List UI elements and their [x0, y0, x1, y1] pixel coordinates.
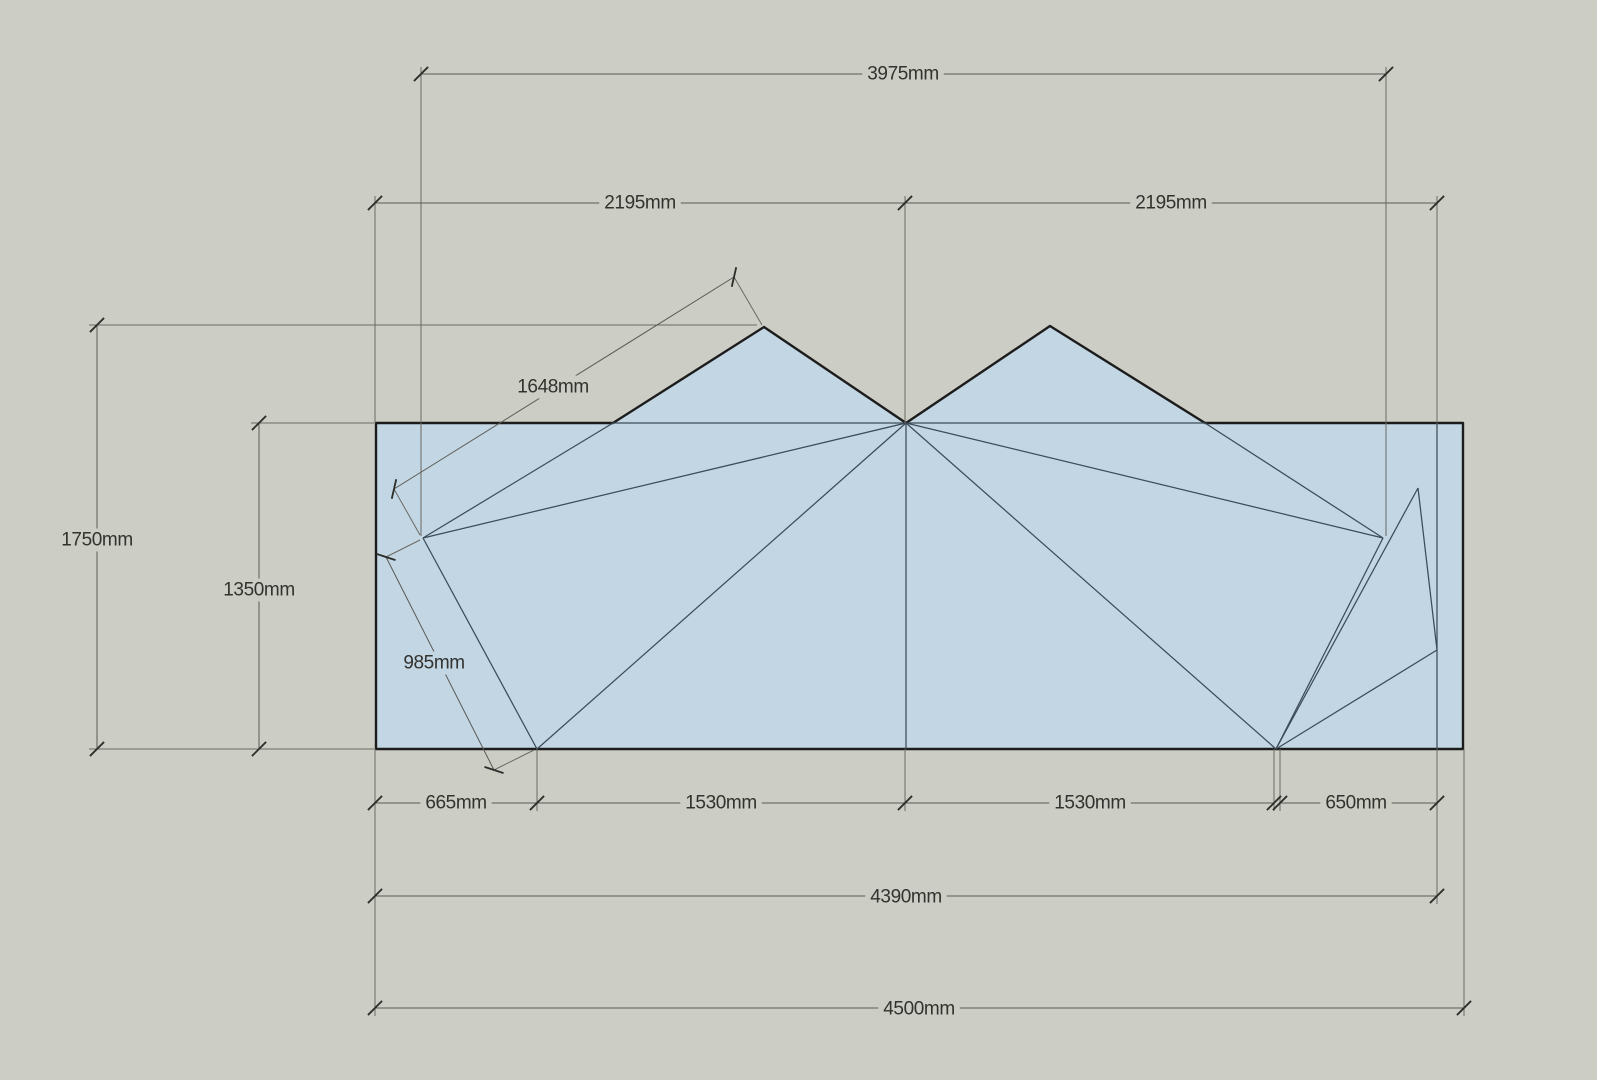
dimension-tick — [1456, 1000, 1472, 1016]
dim-label-985mm-6: 985mm — [403, 653, 464, 674]
dim-label-1648mm-3: 1648mm — [517, 377, 589, 398]
dimension-tick — [367, 195, 383, 211]
dimension-tick — [1378, 66, 1394, 82]
fold-line — [1275, 487, 1419, 750]
dim-label-3975mm-0: 3975mm — [867, 64, 939, 85]
dim-label-mask — [878, 997, 960, 1021]
dimension-tick — [367, 1000, 383, 1016]
extension-line — [393, 488, 421, 536]
dim-label-mask — [680, 791, 762, 815]
panel-outline — [374, 324, 1465, 751]
dimension-tick — [484, 766, 504, 774]
dimension-tick — [89, 741, 105, 757]
dimension-tick — [1266, 795, 1282, 811]
dim-label-mask — [1130, 191, 1212, 215]
dim-label-mask — [1049, 791, 1131, 815]
dim-label-mask — [862, 62, 944, 86]
dimension-tick — [376, 553, 396, 561]
dimension-tick — [529, 795, 545, 811]
dim-label-mask — [218, 578, 300, 602]
dim-label-1350mm-5: 1350mm — [223, 580, 295, 601]
fold-line — [905, 422, 1277, 750]
fold-line — [1204, 422, 1384, 539]
dimension-tick — [1429, 888, 1445, 904]
extension-line — [385, 539, 421, 558]
dim-label-mask — [398, 651, 470, 675]
dimension-tick — [730, 267, 738, 287]
dim-label-mask — [1320, 791, 1392, 815]
dimension-tick — [367, 888, 383, 904]
dim-label-2195mm-1: 2195mm — [604, 193, 676, 214]
dimension-tick — [1272, 795, 1288, 811]
fold-line — [1275, 649, 1438, 750]
fold-line — [1275, 537, 1384, 750]
dim-label-2195mm-2: 2195mm — [1135, 193, 1207, 214]
fold-line — [905, 422, 1384, 539]
extension-line — [493, 749, 535, 771]
fold-line — [536, 422, 907, 750]
dim-label-1530mm-8: 1530mm — [685, 793, 757, 814]
dim-label-1530mm-9: 1530mm — [1054, 793, 1126, 814]
dim-label-4500mm-12: 4500mm — [883, 999, 955, 1020]
dim-label-mask — [512, 375, 594, 399]
dim-label-665mm-7: 665mm — [425, 793, 486, 814]
dimension-tick — [89, 317, 105, 333]
extension-line — [733, 276, 763, 326]
dimension-tick — [251, 415, 267, 431]
dim-label-650mm-10: 650mm — [1325, 793, 1386, 814]
fold-line — [1417, 487, 1438, 651]
dimension-tick — [897, 195, 913, 211]
dimension-tick — [367, 795, 383, 811]
dimension-tick — [390, 479, 398, 499]
fold-line — [422, 537, 538, 750]
dimension-tick — [413, 66, 429, 82]
fold-line — [422, 422, 614, 539]
dim-label-1750mm-4: 1750mm — [61, 530, 133, 551]
dimension-tick — [251, 741, 267, 757]
dimension-tick — [1429, 195, 1445, 211]
dim-label-mask — [865, 885, 947, 909]
dimension-tick — [897, 795, 913, 811]
dimension-tick — [1429, 795, 1445, 811]
dim-label-4390mm-11: 4390mm — [870, 887, 942, 908]
dim-label-mask — [599, 191, 681, 215]
dim-label-mask — [420, 791, 492, 815]
dim-label-mask — [56, 528, 138, 552]
fold-line — [422, 422, 907, 539]
